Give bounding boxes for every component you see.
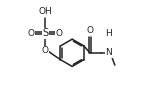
Text: H: H: [105, 29, 112, 38]
Text: O: O: [42, 46, 49, 55]
Text: O: O: [56, 29, 63, 37]
Text: S: S: [42, 28, 48, 38]
Text: OH: OH: [39, 7, 52, 16]
Text: N: N: [105, 48, 112, 57]
Text: O: O: [86, 26, 93, 35]
Text: O: O: [28, 29, 35, 38]
